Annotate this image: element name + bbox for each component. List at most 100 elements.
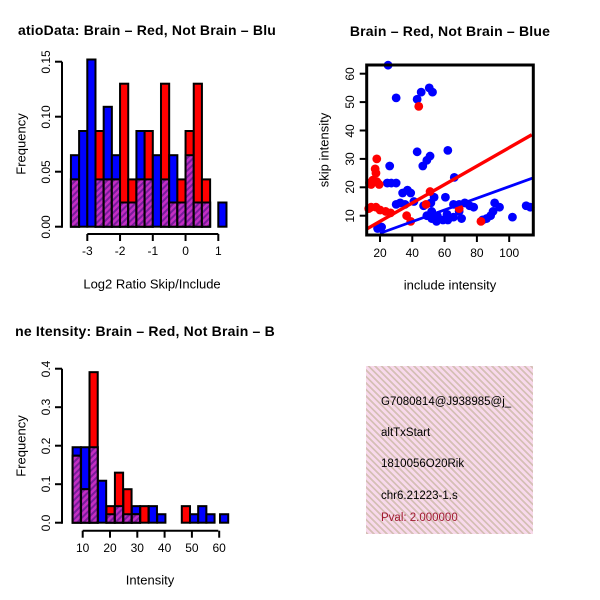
hist-bar-overlap	[113, 505, 125, 524]
hist-bar-overlap	[159, 178, 171, 228]
gene-name-text: 1810056O20Rik	[381, 458, 465, 470]
tick-label: 30	[130, 540, 144, 555]
tick-label: 60	[437, 246, 452, 260]
hist-bar-blue	[151, 154, 162, 228]
panel-title-intensity-histogram: ne Itensity: Brain – Red, Not Brain – B	[15, 323, 275, 339]
hist-bar-blue	[217, 201, 228, 228]
scatter-point-blue	[385, 161, 395, 171]
y-axis-label-frequency-bottom: Frequency	[13, 415, 29, 477]
scatter-point-blue	[412, 94, 422, 104]
hist-bar-overlap	[71, 454, 82, 524]
tick-label: 100	[499, 246, 520, 260]
tick-label: 20	[342, 180, 357, 194]
pval-text: Pval: 2.000000	[381, 512, 458, 524]
hist-bar-overlap	[176, 201, 187, 228]
hist-bar-overlap	[184, 154, 195, 228]
scatter-point-red	[414, 101, 424, 111]
scatter-point-blue	[391, 199, 401, 209]
tick-label: 0.05	[39, 160, 53, 184]
tick-label: 10	[76, 540, 90, 555]
log2-ratio-histogram	[55, 58, 228, 241]
tick-label: 0	[182, 244, 189, 258]
tick-label: 0.3	[39, 398, 53, 416]
tick-label: -3	[81, 244, 93, 258]
hist-bar-blue	[78, 130, 89, 228]
scatter-point-blue	[457, 214, 466, 223]
hist-bar-blue	[147, 505, 158, 524]
tick-label: 20	[103, 540, 117, 555]
hist-bar-overlap	[192, 201, 203, 228]
hist-bar-overlap	[110, 178, 122, 228]
scatter-point-blue	[412, 147, 422, 157]
tick-label: 0.15	[39, 50, 53, 74]
x-axis-label-intensity: Intensity	[125, 572, 175, 588]
trend-line-red	[365, 133, 533, 231]
tick-label: 0.10	[39, 105, 53, 129]
scatter-point-red	[366, 180, 376, 189]
gene-info-box: G7080814@J938985@j_ altTxStart 1810056O2…	[366, 366, 533, 534]
scatter-point-blue	[441, 192, 450, 202]
tick-label: 40	[342, 123, 357, 138]
hist-bar-red	[180, 505, 191, 524]
hist-bar-overlap	[119, 201, 130, 228]
tick-label: 40	[405, 246, 419, 260]
panel-title-log2-histogram: atioData: Brain – Red, Not Brain – Blu	[17, 22, 277, 38]
hist-bar-overlap	[135, 178, 146, 228]
scatter-point-blue	[391, 178, 401, 188]
scatter-point-blue	[425, 151, 435, 161]
tick-label: 50	[342, 95, 357, 109]
hist-bar-overlap	[127, 201, 138, 228]
scatter-point-blue	[443, 145, 453, 155]
hist-bar-blue	[96, 479, 108, 524]
hist-bar-overlap	[122, 513, 133, 524]
scatter-point-red	[371, 168, 381, 178]
intensity-scatter	[359, 60, 535, 242]
scatter-point-red	[372, 154, 382, 164]
hist-bar-overlap	[105, 513, 116, 524]
scatter-point-red	[421, 199, 431, 209]
x-axis-label-log2-ratio: Log2 Ratio Skip/Include	[83, 276, 221, 292]
tick-label: 30	[342, 152, 357, 166]
tick-label: 40	[157, 540, 172, 555]
scatter-point-blue	[416, 87, 426, 97]
scatter-point-blue	[495, 202, 504, 212]
tick-label: 0.4	[39, 360, 53, 378]
tick-label: -2	[114, 244, 126, 258]
hist-bar-blue	[219, 513, 230, 524]
tick-label: -1	[147, 244, 159, 258]
scatter-point-blue	[469, 202, 479, 212]
scatter-point-blue	[449, 212, 458, 222]
scatter-point-red	[476, 216, 486, 226]
tick-label: 60	[212, 540, 226, 555]
tick-label: 80	[470, 246, 484, 260]
hist-bar-blue	[86, 58, 97, 228]
tick-label: 0.2	[39, 437, 53, 455]
tick-label: 0.1	[39, 475, 53, 493]
hist-bar-overlap	[88, 446, 99, 524]
scatter-point-red	[374, 180, 384, 189]
tick-label: 10	[342, 209, 357, 223]
trend-line-blue	[379, 176, 533, 235]
y-axis-label-skip-intensity: skip intensity	[316, 112, 332, 188]
probe-id-text: G7080814@J938985@j_	[381, 396, 512, 408]
hist-bar-red	[139, 505, 150, 524]
hist-bar-overlap	[94, 178, 105, 228]
scatter-point-blue	[488, 207, 498, 216]
scatter-point-blue	[508, 212, 517, 222]
tick-label: 0.0	[39, 514, 53, 532]
hist-bar-blue	[197, 505, 208, 524]
tick-label: 20	[373, 246, 387, 260]
intensity-histogram	[55, 367, 230, 538]
x-axis-label-include-intensity: include intensity	[403, 277, 497, 293]
hist-bar-overlap	[143, 178, 154, 228]
event-type-text: altTxStart	[381, 427, 431, 439]
panel-title-scatter: Brain – Red, Not Brain – Blue	[349, 23, 551, 39]
scatter-point-blue	[428, 87, 437, 97]
hist-bar-blue	[188, 513, 200, 524]
y-axis-label-frequency-top: Frequency	[13, 113, 29, 175]
hist-bar-overlap	[130, 513, 142, 524]
hist-bar-overlap	[102, 178, 113, 228]
hist-bar-overlap	[200, 201, 212, 228]
